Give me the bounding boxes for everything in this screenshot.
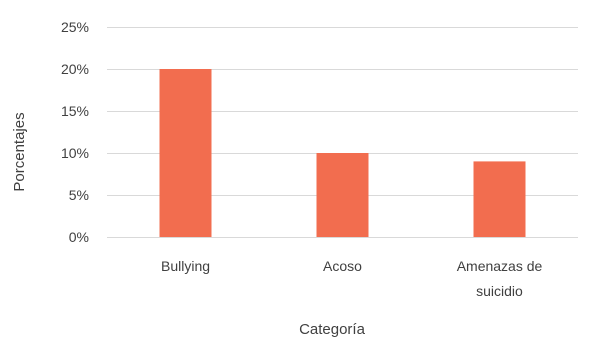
x-tick-label: Amenazas de suicidio [457, 258, 543, 299]
y-tick-label: 25% [61, 19, 89, 35]
y-tick-label: 5% [69, 187, 89, 203]
y-tick-label: 20% [61, 61, 89, 77]
y-tick-label: 15% [61, 103, 89, 119]
bar [159, 69, 212, 237]
bars [159, 69, 526, 237]
x-axis-ticks: Bullying Acoso Amenazas de suicidio [161, 258, 543, 299]
y-tick-label: 10% [61, 145, 89, 161]
bar [316, 153, 369, 237]
x-axis-title: Categoría [299, 321, 366, 338]
y-axis-title: Porcentajes [11, 112, 28, 191]
y-axis-ticks: 0% 5% 10% 15% 20% 25% [61, 19, 89, 245]
y-tick-label: 0% [69, 229, 89, 245]
bar [473, 161, 526, 237]
x-tick-label: Acoso [323, 258, 362, 274]
x-tick-label: Bullying [161, 258, 210, 274]
